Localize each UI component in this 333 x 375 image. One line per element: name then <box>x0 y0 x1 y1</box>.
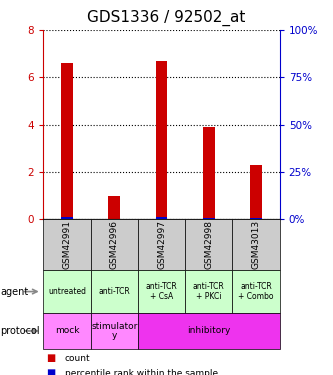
Text: GSM42997: GSM42997 <box>157 220 166 269</box>
Text: anti-TCR
+ CsA: anti-TCR + CsA <box>146 282 177 301</box>
Text: GSM43013: GSM43013 <box>251 220 261 269</box>
Text: untreated: untreated <box>48 287 86 296</box>
Text: count: count <box>65 354 91 363</box>
Text: protocol: protocol <box>0 326 40 336</box>
Bar <box>250 165 262 219</box>
Text: stimulator
y: stimulator y <box>91 322 138 340</box>
Text: ■: ■ <box>47 353 56 363</box>
Bar <box>61 63 73 219</box>
Text: ■: ■ <box>47 368 56 375</box>
Text: anti-TCR
+ PKCi: anti-TCR + PKCi <box>193 282 225 301</box>
Text: GSM42998: GSM42998 <box>204 220 213 269</box>
Text: anti-TCR: anti-TCR <box>98 287 130 296</box>
Text: agent: agent <box>0 286 29 297</box>
Text: GDS1336 / 92502_at: GDS1336 / 92502_at <box>87 9 246 26</box>
Text: GSM42996: GSM42996 <box>110 220 119 269</box>
Text: anti-TCR
+ Combo: anti-TCR + Combo <box>238 282 274 301</box>
Bar <box>250 218 262 219</box>
Text: mock: mock <box>55 326 79 336</box>
Text: inhibitory: inhibitory <box>187 326 230 336</box>
Bar <box>156 217 167 219</box>
Bar <box>203 218 215 219</box>
Bar <box>108 196 120 219</box>
Bar <box>203 127 215 219</box>
Text: percentile rank within the sample: percentile rank within the sample <box>65 369 218 375</box>
Text: GSM42991: GSM42991 <box>62 220 72 269</box>
Bar <box>61 217 73 219</box>
Bar <box>156 61 167 219</box>
